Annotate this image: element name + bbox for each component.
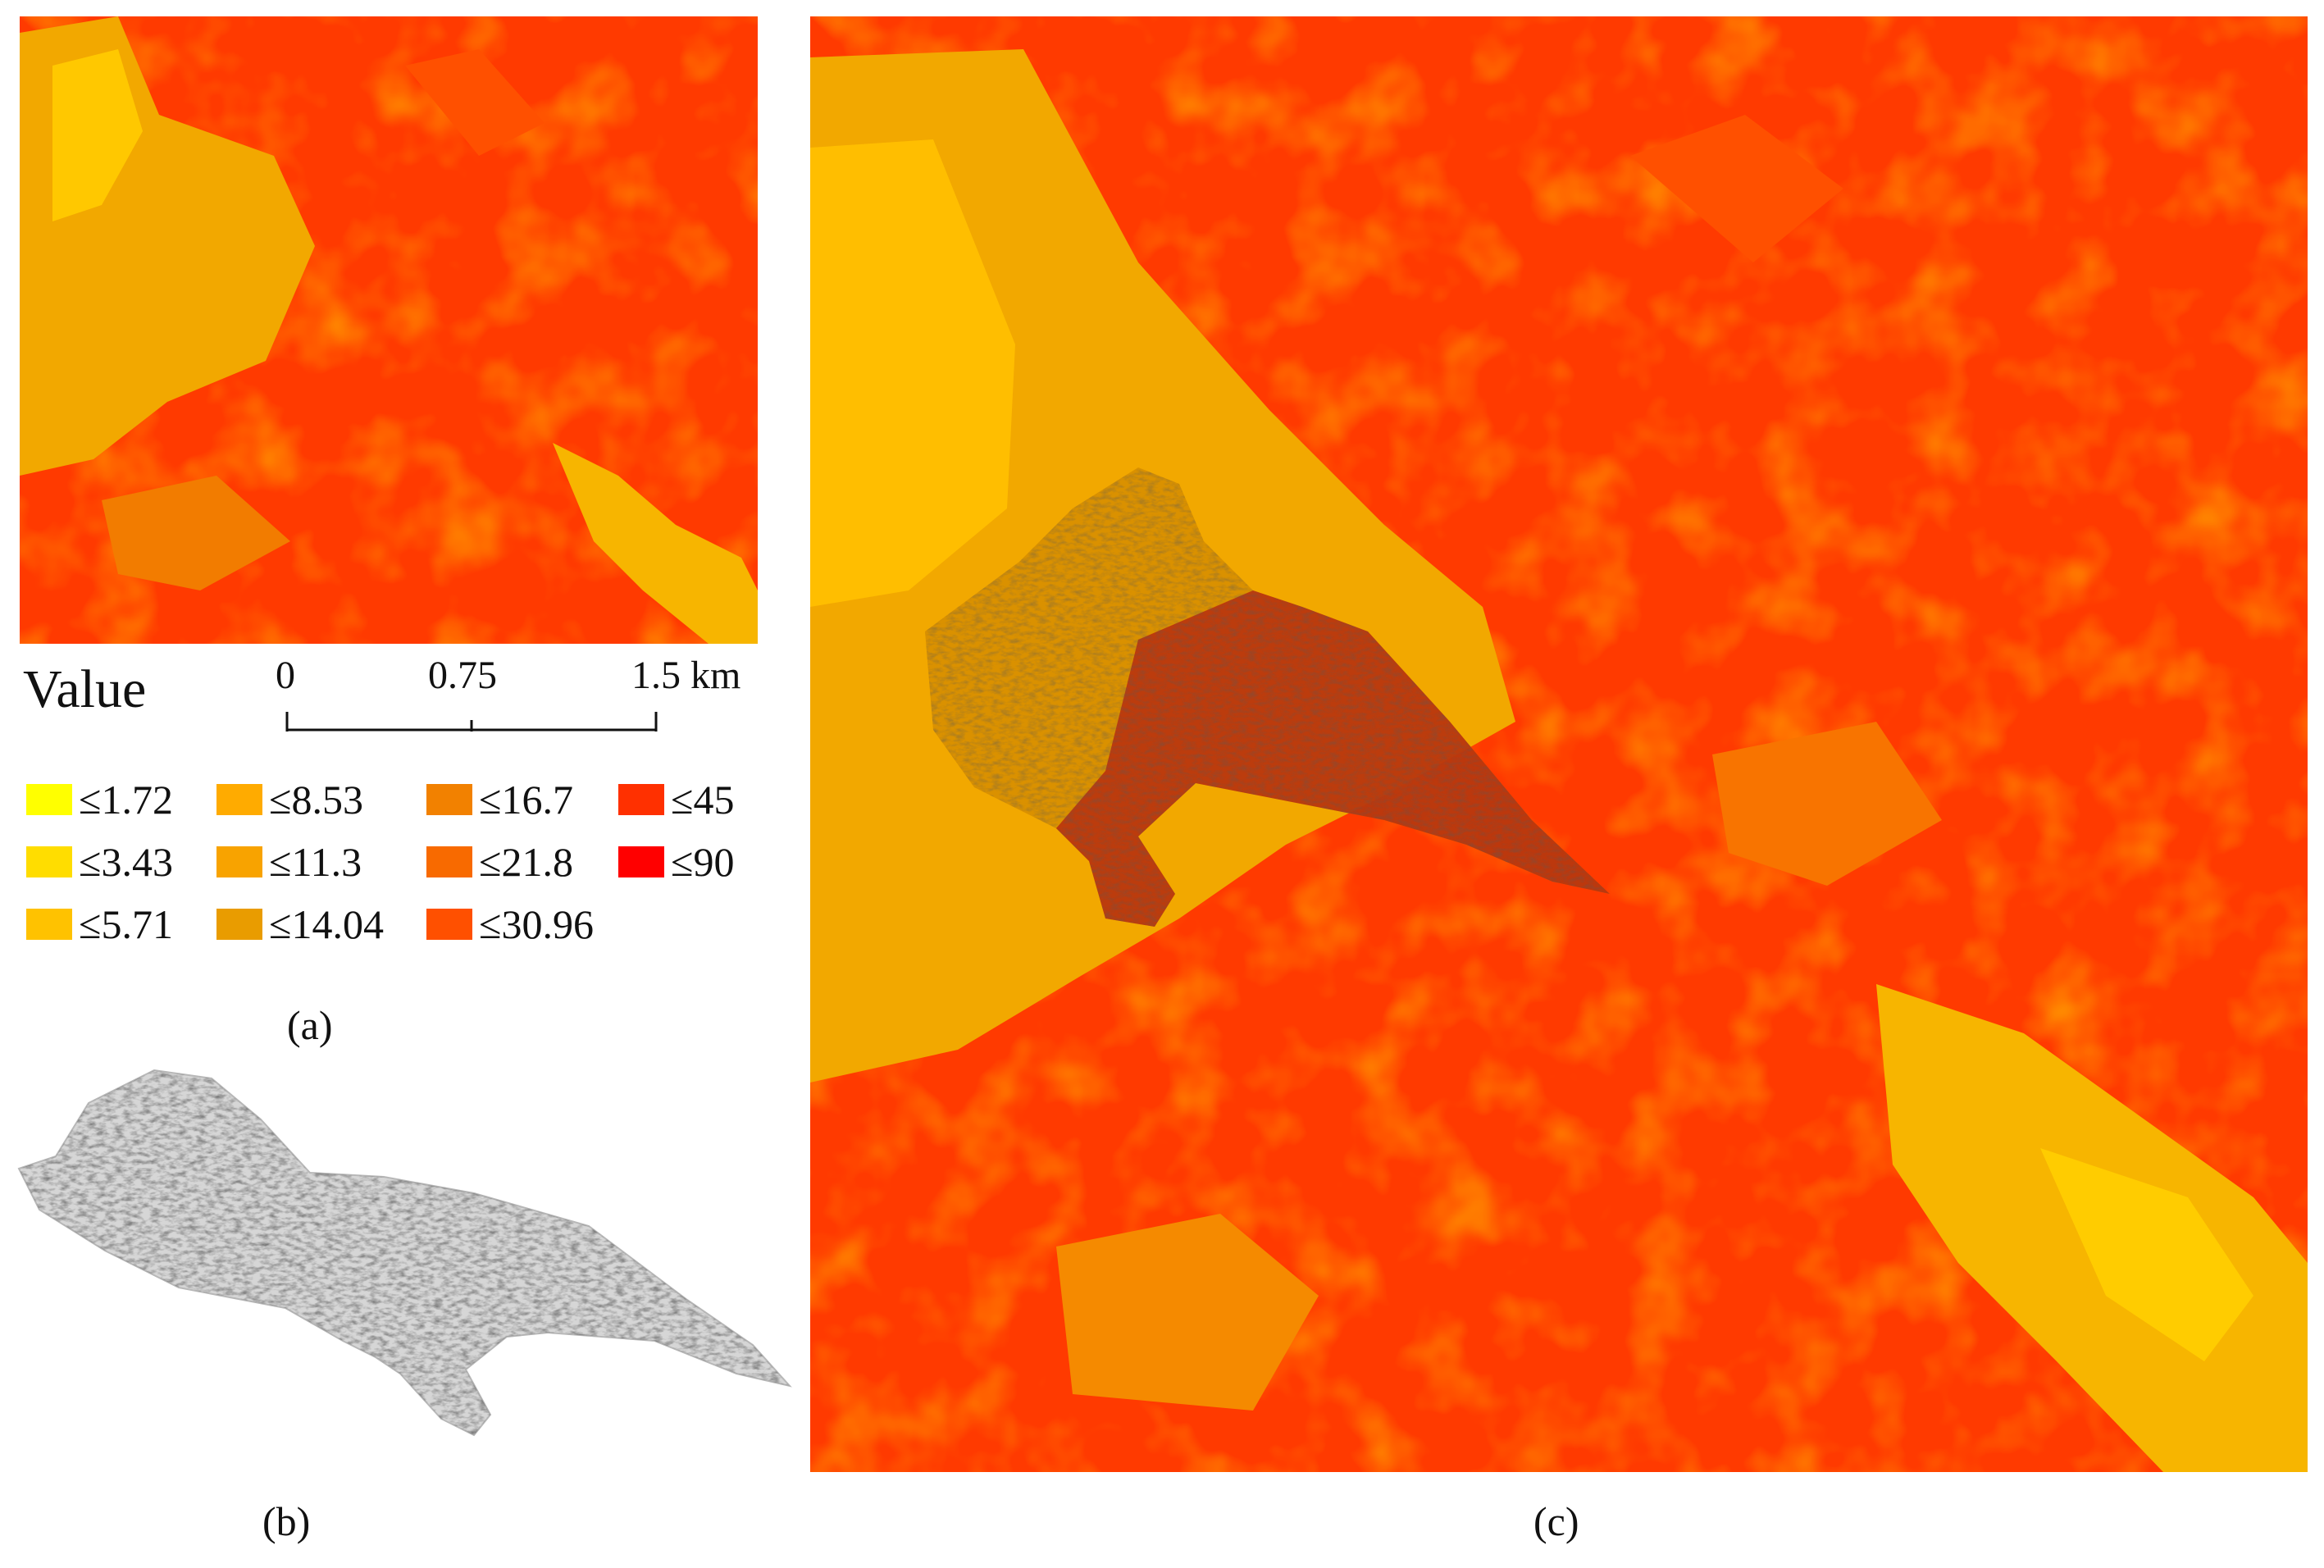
legend-swatch — [216, 784, 262, 815]
mid-slope-patch-2 — [405, 49, 545, 156]
scale-tick-end: 1.5 km — [631, 654, 741, 697]
legend-item: ≤90 — [618, 841, 734, 882]
legend-label: ≤21.8 — [479, 839, 573, 885]
landslide-body-grain — [19, 1070, 790, 1435]
legend-item: ≤21.8 — [426, 841, 573, 882]
legend-label: ≤16.7 — [479, 777, 573, 823]
slope-map-panel-c — [810, 16, 2308, 1472]
landslide-texture-panel-b — [15, 1062, 794, 1443]
legend-label: ≤30.96 — [479, 901, 594, 947]
caption-b: (b) — [262, 1498, 311, 1544]
legend-item: ≤1.72 — [26, 779, 173, 820]
scale-bar-line — [285, 712, 658, 732]
legend-swatch — [216, 846, 262, 877]
legend-label: ≤14.04 — [269, 901, 384, 947]
legend-swatch — [618, 846, 664, 877]
legend-swatch — [26, 846, 72, 877]
legend-item: ≤11.3 — [216, 841, 362, 882]
caption-c: (c) — [1533, 1498, 1579, 1544]
legend-swatch — [426, 846, 472, 877]
legend-label: ≤11.3 — [269, 839, 362, 885]
low-slope-zone-se — [553, 443, 758, 644]
legend-title: Value — [23, 659, 147, 719]
mid-slope-patch-c3 — [1630, 115, 1843, 262]
legend-label: ≤90 — [671, 839, 735, 885]
caption-a: (a) — [287, 1002, 333, 1048]
mid-slope-patch — [102, 476, 290, 590]
low-slope-zone-nw-core — [52, 49, 143, 221]
legend-swatch — [216, 909, 262, 940]
legend-label: ≤3.43 — [79, 839, 173, 885]
landslide-shape-b — [17, 1069, 792, 1437]
low-slope-zone-se-core — [2040, 1148, 2253, 1361]
legend-swatch — [26, 909, 72, 940]
legend-swatch — [426, 784, 472, 815]
legend-swatch — [426, 909, 472, 940]
legend-item: ≤14.04 — [216, 904, 384, 945]
scale-tick-0: 0 — [276, 654, 295, 697]
legend-item: ≤16.7 — [426, 779, 573, 820]
scale-tick-mid: 0.75 — [428, 654, 497, 697]
legend-item: ≤30.96 — [426, 904, 594, 945]
slope-raster-a — [20, 16, 758, 644]
legend-item: ≤8.53 — [216, 779, 363, 820]
legend-label: ≤5.71 — [79, 901, 173, 947]
low-slope-zone-w-core — [810, 139, 1015, 607]
slope-map-panel-a — [20, 16, 758, 644]
legend-swatch — [26, 784, 72, 815]
scale-bar: 0 0.75 1.5 km — [271, 656, 763, 746]
landslide-overlay-grain — [925, 467, 1610, 927]
mid-slope-patch-c2 — [1712, 722, 1942, 886]
legend-label: ≤45 — [671, 777, 735, 823]
mid-slope-patch-c1 — [1056, 1214, 1319, 1411]
legend: ≤1.72 ≤3.43 ≤5.71 ≤8.53 ≤11.3 ≤14.04 ≤16… — [26, 779, 764, 976]
legend-label: ≤8.53 — [269, 777, 363, 823]
legend-item: ≤3.43 — [26, 841, 173, 882]
legend-item: ≤5.71 — [26, 904, 173, 945]
slope-raster-c — [810, 16, 2308, 1472]
legend-item: ≤45 — [618, 779, 734, 820]
legend-swatch — [618, 784, 664, 815]
legend-label: ≤1.72 — [79, 777, 173, 823]
